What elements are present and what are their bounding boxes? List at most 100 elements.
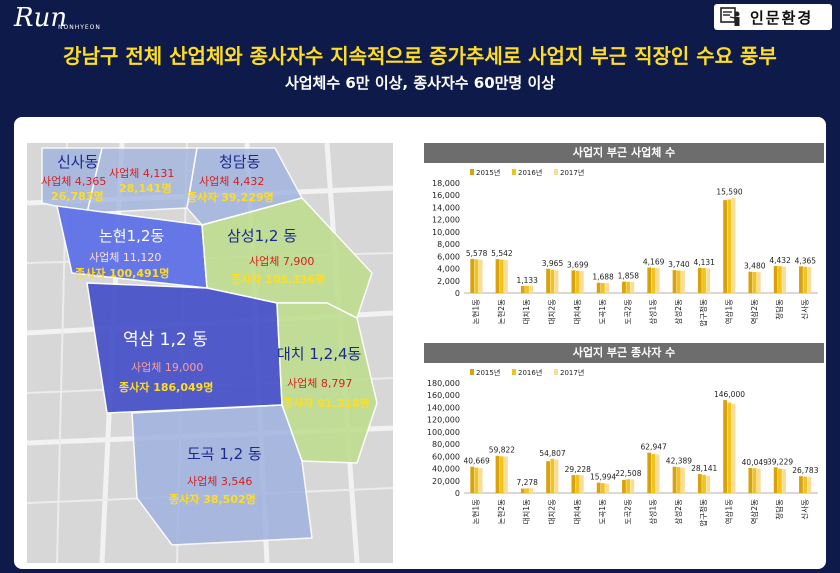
bar — [575, 474, 580, 493]
bar — [529, 488, 534, 493]
bar — [681, 467, 685, 493]
region-biz-sinsa: 사업체 4,365 — [41, 175, 107, 188]
region-biz-yeoksam: 사업체 19,000 — [131, 361, 204, 374]
x-tick-label: 압구정동 — [698, 499, 708, 527]
x-tick-label: 청담동 — [774, 499, 784, 520]
data-label: 146,000 — [714, 390, 745, 399]
y-tick-label: 8,000 — [437, 240, 460, 249]
bar — [697, 474, 702, 493]
x-tick-label: 역삼2동 — [749, 299, 759, 325]
bar — [630, 479, 635, 493]
bar — [672, 270, 677, 293]
bar — [756, 272, 761, 293]
y-tick-label: 140,000 — [427, 403, 460, 412]
y-tick-label: 120,000 — [427, 416, 460, 425]
x-tick-label: 삼성1동 — [648, 299, 658, 325]
bar — [478, 468, 483, 493]
y-tick-label: 4,000 — [437, 265, 460, 274]
y-tick-label: 160,000 — [427, 391, 460, 400]
map-graphic — [27, 143, 393, 563]
legend-label: 2015년 — [476, 168, 500, 177]
x-tick-label: 논현1동 — [472, 299, 481, 325]
data-label: 1,133 — [516, 276, 538, 285]
x-tick-label: 대치2동 — [548, 499, 557, 525]
x-tick-label: 삼성2동 — [673, 499, 683, 525]
bar — [546, 268, 550, 293]
y-tick-label: 6,000 — [437, 252, 460, 261]
y-tick-label: 14,000 — [432, 203, 460, 212]
data-label: 4,365 — [795, 256, 817, 265]
data-label: 3,480 — [744, 262, 766, 271]
bar — [499, 259, 504, 293]
x-tick-label: 대치4동 — [573, 499, 582, 525]
bar — [706, 268, 711, 293]
bar — [630, 282, 635, 293]
region-biz-samseong: 사업체 7,900 — [249, 255, 315, 268]
data-label: 54,807 — [539, 449, 565, 458]
x-tick-label: 논현1동 — [472, 499, 481, 525]
data-label: 22,508 — [615, 469, 641, 478]
x-tick-label: 도곡1동 — [598, 499, 607, 525]
bar — [554, 459, 559, 493]
data-label: 40,669 — [464, 457, 490, 466]
legend-label: 2015년 — [476, 368, 500, 377]
y-tick-label: 100,000 — [427, 428, 460, 437]
region-emp-samseong: 종사자 105,336명 — [231, 273, 326, 286]
region-name-samseong: 삼성1,2 동 — [227, 227, 298, 245]
bar — [647, 452, 652, 493]
data-label: 15,590 — [716, 188, 742, 197]
bar — [622, 281, 626, 293]
data-label: 4,169 — [643, 258, 665, 267]
bar — [676, 467, 681, 493]
bar — [605, 483, 609, 493]
chart-title: 사업지 부근 사업체 수 — [424, 143, 824, 163]
region-emp-daechi: 종사자 91,318명 — [283, 397, 370, 410]
bar — [550, 458, 555, 493]
legend-swatch — [512, 169, 516, 175]
legend-swatch — [512, 369, 516, 375]
region-emp-cheongdam: 종사자 39,229명 — [187, 191, 274, 204]
legend-swatch — [554, 169, 558, 175]
bar — [474, 259, 479, 293]
x-tick-label: 청담동 — [774, 299, 784, 320]
employee-count-chart: 사업지 부근 종사자 수 0 20,000 40,000 60,000 80,000 10… — [424, 343, 824, 552]
bar — [605, 283, 609, 293]
bar — [478, 259, 483, 293]
badge-label: 인문환경 — [750, 8, 814, 27]
bar — [596, 482, 601, 493]
x-tick-label: 신사동 — [800, 499, 809, 520]
y-tick-label: 60,000 — [432, 452, 460, 461]
x-tick-label: 대치4동 — [573, 299, 582, 325]
bar — [525, 285, 529, 293]
region-biz-dogok: 사업체 3,546 — [187, 475, 253, 488]
bar — [504, 260, 508, 293]
region-biz-daechi: 사업체 8,797 — [287, 377, 353, 390]
bar — [655, 268, 660, 293]
bar — [773, 467, 778, 493]
bar — [803, 476, 808, 493]
bar — [782, 266, 786, 293]
bar — [474, 467, 479, 493]
bar — [600, 282, 605, 293]
bar — [579, 270, 584, 293]
bar — [752, 468, 757, 493]
bar — [495, 259, 500, 293]
bar — [626, 479, 631, 493]
x-tick-label: 도곡2동 — [623, 299, 632, 325]
chart-plot: 0 2,000 4,000 6,000 8,000 10,000 12,000 14,000 1… — [432, 168, 818, 327]
region-name-daechi: 대치 1,2,4동 — [277, 345, 362, 363]
region-biz-apgujeong: 사업체 4,131 — [109, 167, 175, 180]
region-name-cheongdam: 청담동 — [219, 153, 261, 171]
y-tick-label: 180,000 — [427, 379, 460, 388]
district-map: 신사동 사업체 4,365 26,783명 사업체 4,131 28,141명 … — [27, 143, 393, 563]
data-label: 59,822 — [489, 446, 515, 455]
bar — [672, 466, 677, 493]
x-tick-label: 압구정동 — [698, 299, 708, 327]
bar — [499, 456, 504, 493]
bar — [655, 454, 660, 493]
bar — [525, 488, 529, 493]
logo-script: Run — [14, 3, 68, 33]
data-label: 7,278 — [516, 478, 538, 487]
data-label: 5,542 — [491, 249, 513, 258]
region-emp-sinsa: 26,783명 — [51, 190, 104, 203]
